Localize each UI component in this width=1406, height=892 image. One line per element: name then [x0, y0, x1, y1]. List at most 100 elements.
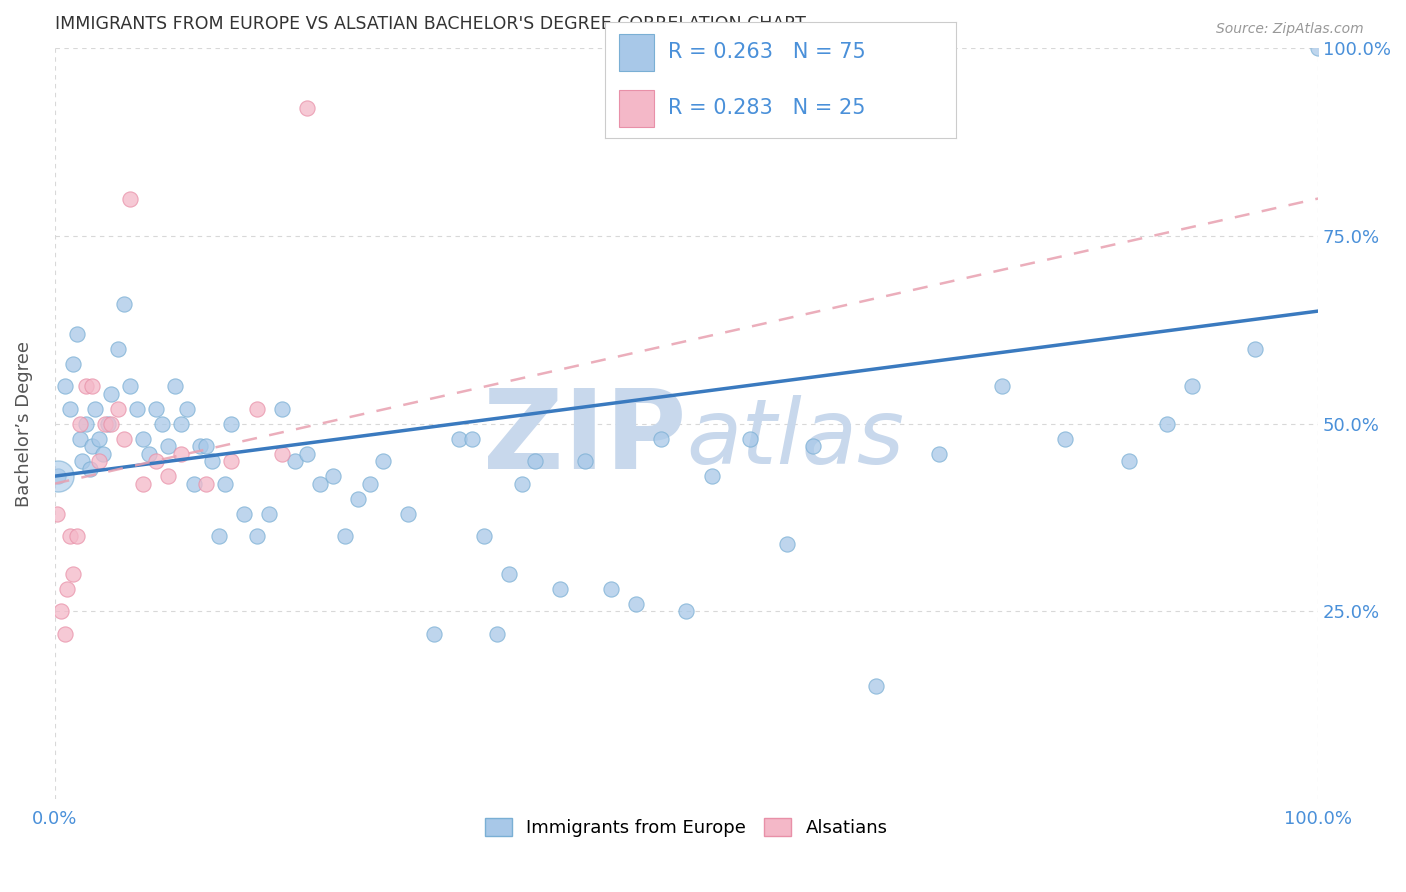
- Point: [84, 401, 107, 416]
- Point: [246, 401, 269, 416]
- Point: [485, 626, 508, 640]
- Point: [46, 469, 69, 483]
- Point: [120, 379, 142, 393]
- Point: [125, 401, 148, 416]
- Point: [112, 296, 135, 310]
- Point: [1244, 342, 1267, 356]
- Point: [107, 342, 129, 356]
- Point: [46, 469, 69, 483]
- Point: [675, 604, 697, 618]
- Point: [176, 401, 198, 416]
- Text: R = 0.283   N = 25: R = 0.283 N = 25: [668, 98, 865, 118]
- Point: [1054, 432, 1077, 446]
- Point: [195, 476, 218, 491]
- Y-axis label: Bachelor’s Degree: Bachelor’s Degree: [15, 341, 32, 507]
- Point: [359, 476, 381, 491]
- Point: [396, 507, 419, 521]
- Point: [574, 454, 596, 468]
- Point: [188, 439, 211, 453]
- Point: [208, 529, 231, 543]
- Point: [865, 679, 887, 693]
- Point: [195, 439, 218, 453]
- Point: [97, 417, 120, 431]
- Point: [157, 439, 180, 453]
- Legend: Immigrants from Europe, Alsatians: Immigrants from Europe, Alsatians: [475, 809, 897, 847]
- Point: [62, 357, 84, 371]
- Point: [94, 417, 117, 431]
- Point: [297, 447, 319, 461]
- Point: [69, 432, 91, 446]
- Point: [87, 432, 110, 446]
- Point: [523, 454, 546, 468]
- Point: [170, 417, 193, 431]
- Point: [447, 432, 470, 446]
- Point: [221, 454, 243, 468]
- Point: [79, 461, 101, 475]
- Point: [801, 439, 824, 453]
- Point: [132, 476, 155, 491]
- Point: [1156, 417, 1178, 431]
- Point: [650, 432, 672, 446]
- Text: ZIP: ZIP: [482, 385, 686, 492]
- Point: [259, 507, 281, 521]
- Point: [132, 432, 155, 446]
- Point: [100, 386, 122, 401]
- Point: [91, 447, 114, 461]
- Point: [322, 469, 344, 483]
- Point: [309, 476, 332, 491]
- Point: [498, 566, 520, 581]
- Point: [233, 507, 256, 521]
- Text: IMMIGRANTS FROM EUROPE VS ALSATIAN BACHELOR'S DEGREE CORRELATION CHART: IMMIGRANTS FROM EUROPE VS ALSATIAN BACHE…: [55, 15, 806, 33]
- Point: [82, 379, 104, 393]
- Point: [221, 417, 243, 431]
- Point: [66, 326, 89, 341]
- Text: Source: ZipAtlas.com: Source: ZipAtlas.com: [1216, 22, 1364, 37]
- Point: [157, 469, 180, 483]
- Point: [599, 582, 621, 596]
- Point: [183, 476, 205, 491]
- Point: [75, 379, 97, 393]
- Point: [59, 529, 82, 543]
- Point: [201, 454, 224, 468]
- Point: [72, 454, 94, 468]
- Point: [87, 454, 110, 468]
- Point: [82, 439, 104, 453]
- Point: [472, 529, 495, 543]
- Point: [150, 417, 173, 431]
- Point: [107, 401, 129, 416]
- Point: [371, 454, 394, 468]
- Point: [460, 432, 482, 446]
- Point: [422, 626, 444, 640]
- Point: [66, 529, 89, 543]
- Point: [100, 417, 122, 431]
- Point: [271, 447, 294, 461]
- Text: R = 0.263   N = 75: R = 0.263 N = 75: [668, 43, 866, 62]
- Point: [75, 417, 97, 431]
- Point: [53, 626, 76, 640]
- Point: [69, 417, 91, 431]
- Point: [145, 401, 167, 416]
- Point: [928, 447, 950, 461]
- Point: [297, 102, 319, 116]
- Point: [62, 566, 84, 581]
- Point: [214, 476, 236, 491]
- Bar: [619, 34, 654, 71]
- Point: [46, 507, 69, 521]
- Bar: [619, 89, 654, 127]
- Point: [333, 529, 356, 543]
- Point: [624, 597, 647, 611]
- Point: [112, 432, 135, 446]
- Point: [120, 192, 142, 206]
- Point: [246, 529, 269, 543]
- Text: atlas: atlas: [686, 394, 904, 483]
- Point: [59, 401, 82, 416]
- Point: [346, 491, 368, 506]
- Point: [991, 379, 1014, 393]
- Point: [49, 604, 72, 618]
- Point: [1118, 454, 1140, 468]
- Point: [271, 401, 294, 416]
- Point: [548, 582, 571, 596]
- Point: [53, 379, 76, 393]
- Point: [170, 447, 193, 461]
- Point: [776, 537, 799, 551]
